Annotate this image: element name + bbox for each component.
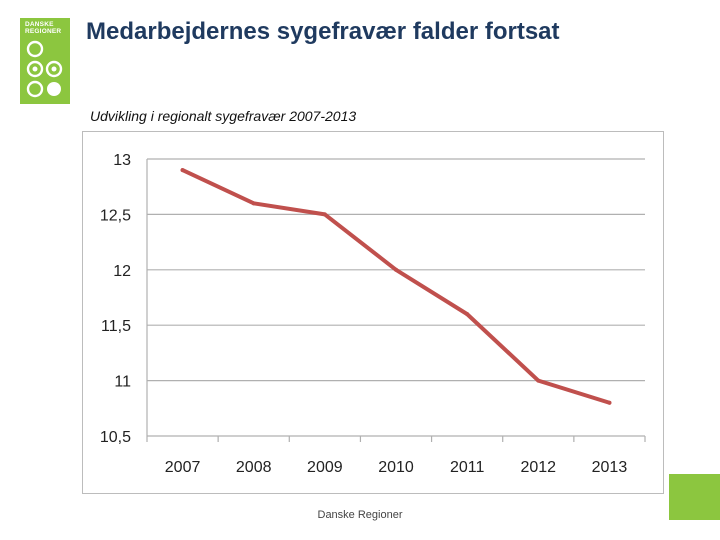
x-tick-label: 2009 bbox=[307, 459, 343, 476]
x-tick-label: 2012 bbox=[520, 459, 556, 476]
y-tick-label: 11 bbox=[114, 374, 131, 391]
data-point bbox=[394, 267, 398, 272]
x-tick-label: 2010 bbox=[378, 459, 414, 476]
footer-text: Danske Regioner bbox=[317, 509, 403, 521]
y-tick-label: 10,5 bbox=[100, 429, 131, 446]
slide-title: Medarbejdernes sygefravær falder fortsat bbox=[86, 18, 560, 45]
x-tick-label: 2013 bbox=[592, 459, 628, 476]
logo-circles-icon bbox=[26, 40, 63, 98]
line-chart: 13 12,5 12 11,5 11 10,5 2007 2008 2009 2010 2011 20… bbox=[100, 152, 646, 476]
data-point bbox=[322, 212, 327, 217]
chart-frame: 13 12,5 12 11,5 11 10,5 2007 2008 2009 2010 2011 20… bbox=[82, 131, 664, 494]
data-point bbox=[465, 312, 470, 317]
data-point bbox=[536, 378, 541, 383]
corner-accent-block bbox=[669, 474, 720, 520]
logo-text: DANSKE REGIONER bbox=[25, 21, 62, 35]
series-line bbox=[180, 168, 612, 405]
danske-regioner-logo: DANSKE REGIONER bbox=[20, 18, 70, 104]
data-point bbox=[607, 400, 612, 405]
y-tick-label: 12,5 bbox=[100, 207, 131, 224]
x-tick-label: 2008 bbox=[236, 459, 272, 476]
data-point bbox=[180, 168, 185, 173]
x-tick-label: 2011 bbox=[450, 459, 485, 476]
y-tick-label: 13 bbox=[113, 152, 131, 169]
x-tick-label: 2007 bbox=[165, 459, 201, 476]
chart-subtitle: Udvikling i regionalt sygefravær 2007-20… bbox=[90, 108, 357, 124]
y-tick-label: 11,5 bbox=[101, 318, 131, 335]
data-point bbox=[251, 201, 256, 206]
y-tick-label: 12 bbox=[113, 263, 131, 280]
